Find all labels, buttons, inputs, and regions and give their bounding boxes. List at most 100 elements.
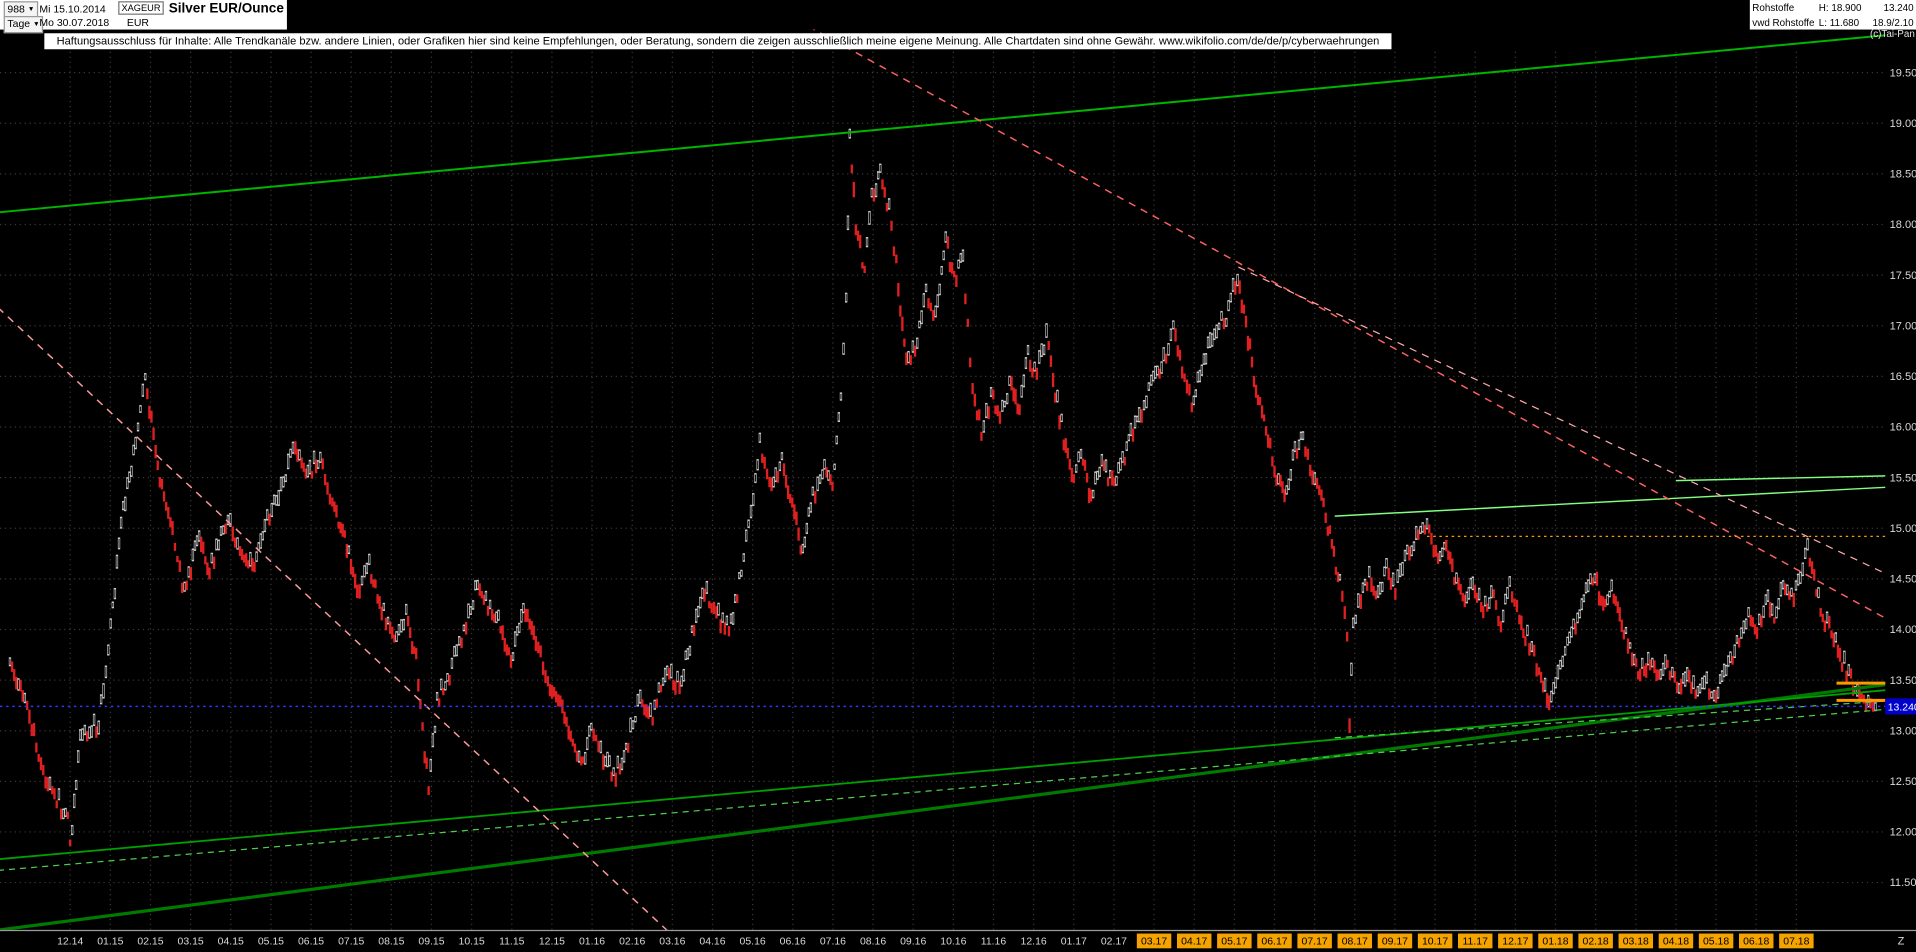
x-axis-tick-label: 08.16 <box>860 937 886 948</box>
y-axis-tick-label: 12.000 <box>1890 827 1916 839</box>
x-axis-tick-label: 07.17 <box>1302 937 1328 948</box>
x-axis-highlight <box>1337 933 1373 949</box>
x-axis-highlight <box>1176 933 1212 949</box>
period-low-label: L: 11.680 <box>1818 17 1860 29</box>
x-axis-highlight <box>1217 933 1252 949</box>
feed-label: Rohstoffe <box>1752 2 1795 14</box>
x-axis-highlight <box>1738 933 1774 949</box>
trendline-resistance-light-short <box>1675 475 1886 482</box>
x-axis-tick-label: 10.16 <box>940 937 966 948</box>
x-axis-tick-label: 02.15 <box>137 937 163 948</box>
y-axis-tick-label: 18.000 <box>1890 219 1916 231</box>
header-left: 988 ▼ Mi 15.10.2014 XAGEUR Tage ▼ Mo 30.… <box>0 0 287 34</box>
x-axis-tick-label: 05.18 <box>1703 937 1729 948</box>
x-axis-tick-label: 01.15 <box>97 937 123 948</box>
x-axis-highlight <box>1658 933 1694 949</box>
x-axis-highlight <box>1498 933 1533 949</box>
x-axis-highlight <box>1538 933 1573 949</box>
period-high-label: H: 18.900 <box>1818 2 1862 14</box>
x-axis-highlight <box>1377 933 1413 949</box>
trendline-support-dashed-right <box>1334 700 1886 739</box>
y-axis-tick-label: 15.000 <box>1890 523 1916 535</box>
x-axis-highlight <box>1417 933 1453 949</box>
trendline-downtrend-major <box>812 29 1886 619</box>
feed-source-label: vwd Rohstoffe <box>1752 17 1815 29</box>
x-axis-tick-label: 02.17 <box>1101 937 1127 948</box>
currency-label: EUR <box>126 16 149 29</box>
end-date-label: Mo 30.07.2018 <box>39 16 110 29</box>
instrument-title: Silver EUR/Ounce <box>168 1 284 17</box>
timeframe-dropdown[interactable]: Tage ▼ <box>3 16 44 34</box>
trendline-lower-trend-secondary <box>0 689 1886 861</box>
x-axis-tick-label: 09.15 <box>418 937 444 948</box>
x-axis-tick-label: 06.15 <box>298 937 324 948</box>
x-axis-tick-label: 12.16 <box>1021 937 1047 948</box>
y-axis-tick-label: 12.500 <box>1890 776 1916 788</box>
y-axis-tick-label: 19.000 <box>1890 118 1916 130</box>
y-axis-tick-label: 14.000 <box>1890 624 1916 636</box>
y-axis-tick-label: 11.500 <box>1890 877 1916 889</box>
x-axis-tick-label: 06.17 <box>1261 937 1287 948</box>
trendline-downtrend-steep <box>0 308 668 930</box>
chevron-down-icon: ▼ <box>33 20 40 29</box>
x-axis-tick-label: 11.17 <box>1463 937 1489 948</box>
y-axis-tick-label: 14.500 <box>1890 574 1916 586</box>
x-axis-highlight <box>1779 933 1814 949</box>
y-axis-tick-label: 15.500 <box>1890 472 1916 484</box>
y-axis-tick-label: 17.500 <box>1890 270 1916 282</box>
bars-count-value: 988 <box>7 2 25 15</box>
x-axis-tick-label: 09.17 <box>1382 937 1408 948</box>
x-axis-end-marker[interactable]: Z <box>1898 936 1905 948</box>
x-axis-highlight <box>1136 933 1172 949</box>
y-axis-tick-label: 16.500 <box>1890 371 1916 383</box>
x-axis-tick-label: 01.17 <box>1061 937 1087 948</box>
x-axis-tick-label: 02.18 <box>1583 937 1609 948</box>
chevron-down-icon: ▼ <box>27 6 35 14</box>
x-axis-tick-label: 05.17 <box>1221 937 1247 948</box>
grid-layer <box>0 51 1886 930</box>
symbol-box[interactable]: XAGEUR <box>118 1 164 15</box>
x-axis-highlight <box>1297 933 1332 949</box>
x-axis-tick-label: 09.16 <box>900 937 926 948</box>
x-axis-tick-label: 01.16 <box>579 937 605 948</box>
last-price-label-box <box>1885 698 1916 715</box>
x-axis-highlight <box>1698 933 1734 949</box>
x-axis-highlight <box>1618 933 1654 949</box>
x-axis-highlight <box>1578 933 1613 949</box>
x-axis-tick-label: 06.18 <box>1743 937 1769 948</box>
axes-layer: 13.240 19.500 19.000 18.500 18.000 17.500 17.0… <box>0 29 1916 949</box>
y-axis-tick-label: 19.500 <box>1890 67 1916 79</box>
x-axis-tick-label: 12.17 <box>1502 937 1528 948</box>
timeframe-value: Tage <box>7 17 31 30</box>
quote-label: 18.9/2.10 <box>1872 17 1914 29</box>
last-price-header: 13.240 <box>1883 2 1914 14</box>
x-axis-highlight <box>1457 933 1493 949</box>
x-axis-tick-label: 03.18 <box>1623 937 1649 948</box>
x-axis-tick-label: 02.16 <box>619 937 645 948</box>
x-axis-tick-label: 07.18 <box>1783 937 1809 948</box>
x-axis-highlight <box>1257 933 1292 949</box>
x-axis-tick-label: 03.15 <box>178 937 204 948</box>
x-axis-tick-label: 03.16 <box>659 937 685 948</box>
x-axis-tick-label: 08.17 <box>1342 937 1368 948</box>
y-axis-tick-label: 16.000 <box>1890 422 1916 434</box>
y-axis-tick-label: 17.000 <box>1890 320 1916 332</box>
trendline-support-dashed-full <box>0 708 1886 871</box>
copyright-label: (c)Tai-Pan <box>1870 29 1915 40</box>
trendline-upper-trend-channel <box>0 34 1886 214</box>
x-axis-tick-label: 10.17 <box>1422 937 1448 948</box>
x-axis-tick-label: 05.16 <box>740 937 766 948</box>
x-axis-tick-label: 11.15 <box>499 937 525 948</box>
start-date-label: Mi 15.10.2014 <box>39 2 106 15</box>
x-axis-tick-label: 06.16 <box>780 937 806 948</box>
y-axis-tick-label: 13.000 <box>1890 725 1916 737</box>
x-axis-tick-label: 10.15 <box>459 937 485 948</box>
x-axis-tick-label: 04.15 <box>218 937 244 948</box>
disclaimer-bar: Haftungsausschluss für Inhalte: Alle Tre… <box>44 33 1392 50</box>
x-axis-tick-label: 03.17 <box>1141 937 1167 948</box>
x-axis-tick-label: 08.15 <box>378 937 404 948</box>
x-axis-tick-label: 04.18 <box>1663 937 1689 948</box>
x-axis-tick-label: 12.15 <box>539 937 565 948</box>
